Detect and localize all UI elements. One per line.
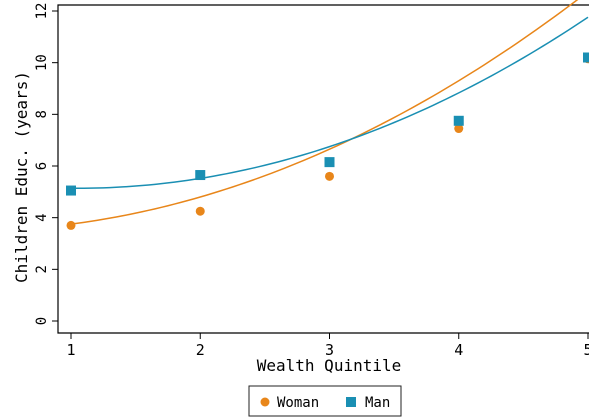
y-tick-label: 2 — [34, 265, 50, 273]
plot-frame — [57, 4, 589, 334]
x-tick-label: 4 — [454, 341, 463, 359]
y-axis-label: Children Educ. (years) — [12, 71, 31, 283]
x-tick-label: 1 — [66, 341, 75, 359]
x-axis-label: Wealth Quintile — [257, 356, 402, 375]
x-tick-label: 5 — [583, 341, 589, 359]
fit-curves — [70, 0, 589, 225]
y-axis: 0 2 4 6 8 10 12 — [34, 3, 58, 325]
legend-marker-man — [346, 397, 356, 407]
x-axis: 1 2 3 4 5 — [66, 333, 589, 359]
data-points — [66, 52, 589, 230]
point-woman — [195, 206, 205, 216]
y-tick-label: 0 — [34, 317, 50, 325]
x-tick-label: 3 — [325, 341, 334, 359]
y-tick-label: 10 — [34, 54, 50, 71]
x-tick-label: 2 — [196, 341, 205, 359]
point-woman — [454, 124, 464, 134]
legend-marker-woman — [260, 397, 270, 407]
legend-box — [248, 385, 402, 417]
point-woman — [325, 171, 334, 181]
y-tick-label: 8 — [34, 110, 50, 118]
y-tick-label: 12 — [34, 3, 50, 20]
y-tick-label: 6 — [34, 162, 50, 170]
point-man — [583, 52, 589, 63]
point-man — [453, 115, 464, 126]
point-man — [66, 185, 76, 196]
plot-border — [57, 4, 589, 334]
fit-curve-woman — [70, 0, 579, 225]
point-woman — [66, 220, 76, 230]
point-man — [324, 157, 335, 168]
legend-label-woman: Woman — [277, 395, 319, 411]
y-tick-label: 4 — [34, 213, 50, 221]
point-man — [195, 170, 206, 181]
legend: Woman Man — [248, 385, 402, 417]
legend-label-man: Man — [365, 395, 390, 411]
fit-curve-man — [70, 16, 589, 190]
